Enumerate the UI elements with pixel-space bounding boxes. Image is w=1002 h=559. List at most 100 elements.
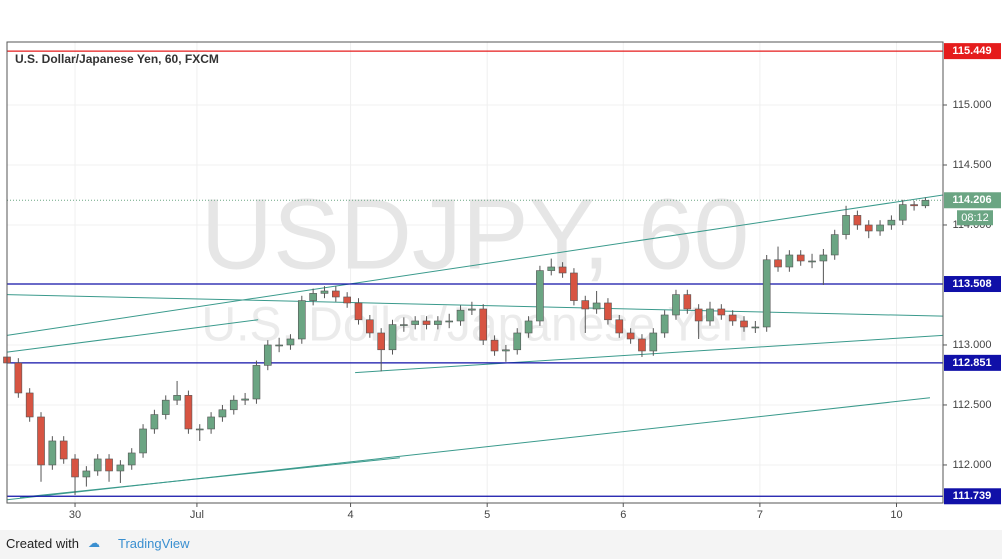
x-tick-label: 30 — [69, 509, 81, 521]
candle-body — [876, 224, 884, 232]
candle-body — [910, 204, 918, 207]
candle-body — [558, 266, 567, 274]
candle-body — [774, 259, 782, 268]
candle-body — [604, 302, 612, 321]
candle-body — [48, 440, 57, 466]
candle-body — [581, 300, 590, 310]
candle-body — [150, 414, 159, 430]
candle-body — [59, 440, 68, 460]
chart-title: U.S. Dollar/Japanese Yen, 60, FXCM — [15, 52, 219, 66]
candle-body — [819, 254, 828, 262]
x-tick-label: 7 — [757, 509, 763, 521]
candle-body — [649, 332, 658, 352]
candle-body — [615, 319, 624, 334]
candle-body — [388, 324, 397, 351]
candle-body — [672, 294, 680, 316]
candle-body — [275, 344, 283, 347]
candle-body — [536, 270, 544, 322]
level-label: 115.449 — [952, 45, 991, 57]
x-tick-label: Jul — [190, 509, 204, 521]
candle-body — [184, 395, 193, 430]
x-tick-label: 4 — [347, 509, 353, 521]
candle-body — [241, 398, 249, 401]
candle-body — [286, 338, 295, 346]
candle-body — [887, 219, 896, 226]
candle-body — [853, 215, 862, 226]
x-tick-label: 10 — [890, 509, 902, 521]
candle-body — [728, 314, 737, 322]
candle-body — [638, 338, 646, 352]
candle-body — [762, 259, 771, 328]
candle-body — [683, 294, 692, 310]
trend-line — [19, 457, 400, 498]
trend-line — [6, 194, 944, 336]
candle-body — [297, 300, 306, 340]
candle-body — [127, 452, 136, 466]
created-with: Created with — [6, 536, 79, 551]
level-label-box — [944, 276, 1001, 293]
candle-body — [173, 395, 181, 401]
candle-body — [490, 339, 499, 352]
candle-body — [116, 464, 125, 472]
candle-body — [37, 416, 45, 466]
x-tick-label: 5 — [484, 509, 490, 521]
trend-line — [6, 319, 259, 353]
candle-body — [161, 399, 170, 415]
candle-body — [751, 326, 760, 329]
candle-body — [717, 308, 726, 316]
last-price-label: 114.206 — [952, 194, 991, 206]
last-price-box — [944, 192, 1001, 209]
candle-body — [502, 349, 510, 352]
watermark: USDJPY, 60 — [201, 178, 749, 290]
candle-body — [263, 344, 272, 366]
candle-body — [207, 416, 215, 430]
candle-body — [343, 296, 351, 304]
level-label-box — [944, 354, 1001, 371]
candle-body — [524, 320, 533, 334]
level-label-box — [944, 488, 1001, 505]
level-label: 113.508 — [952, 278, 991, 290]
candle-body — [195, 428, 204, 431]
trend-line — [6, 294, 944, 317]
candle-body — [547, 266, 556, 271]
level-label: 111.739 — [953, 490, 992, 502]
candle-body — [740, 320, 748, 328]
candle-body — [445, 320, 454, 323]
candle-body — [139, 428, 147, 454]
countdown-box — [957, 210, 993, 226]
candle-body — [71, 458, 79, 478]
candle-body — [468, 308, 476, 311]
candle-body — [921, 199, 930, 207]
candle-body — [25, 392, 34, 418]
level-label: 112.851 — [952, 357, 991, 369]
candle-body — [320, 290, 329, 294]
candle-body — [252, 365, 261, 400]
y-tick-label: 112.000 — [953, 459, 992, 471]
candle-body — [660, 314, 669, 334]
candle-body — [842, 215, 850, 235]
y-tick-label: 112.500 — [953, 399, 992, 411]
candle-body — [82, 470, 91, 478]
candle-body — [411, 320, 420, 325]
candle-body — [377, 332, 385, 351]
brand[interactable]: TradingView — [118, 536, 190, 551]
candle-body — [592, 302, 601, 310]
candle-body — [796, 254, 805, 262]
candle-body — [626, 332, 635, 340]
candle-body — [570, 272, 578, 301]
logo: ☁ — [88, 536, 100, 550]
candle-body — [400, 324, 408, 326]
y-tick-label: 115.000 — [953, 99, 992, 111]
candle-body — [898, 204, 907, 221]
candle-body — [434, 320, 442, 325]
chart: USDJPY, 60 U.S. Dollar/Japanese Yen U.S.… — [3, 41, 1001, 521]
candle-body — [14, 362, 23, 394]
candle-body — [706, 308, 714, 322]
candle-body — [229, 399, 238, 411]
x-tick-label: 6 — [620, 509, 626, 521]
candle-body — [513, 332, 522, 351]
candle-body — [456, 309, 465, 322]
candle-body — [808, 260, 816, 263]
candle-body — [422, 320, 431, 325]
